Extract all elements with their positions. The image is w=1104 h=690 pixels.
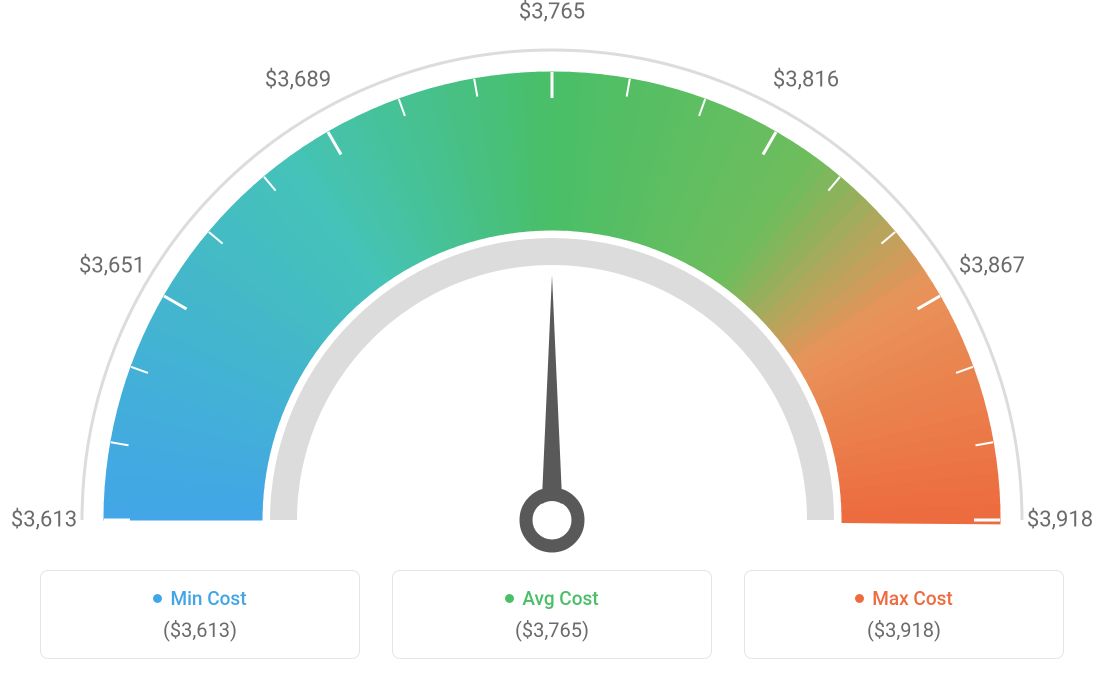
legend-card-min: Min Cost ($3,613) <box>40 570 360 659</box>
legend-label-avg: Avg Cost <box>522 587 598 610</box>
legend-title-avg: Avg Cost <box>413 587 691 610</box>
legend-row: Min Cost ($3,613) Avg Cost ($3,765) Max … <box>0 570 1104 659</box>
legend-title-min: Min Cost <box>61 587 339 610</box>
gauge-tick-label: $3,689 <box>265 68 331 93</box>
legend-value-avg: ($3,765) <box>413 618 691 642</box>
gauge-tick-label: $3,651 <box>79 254 145 279</box>
gauge-svg <box>0 0 1104 560</box>
legend-value-min: ($3,613) <box>61 618 339 642</box>
gauge-tick-label: $3,867 <box>959 254 1025 279</box>
legend-label-max: Max Cost <box>872 587 952 610</box>
gauge-tick-label: $3,613 <box>11 508 77 533</box>
legend-dot-max <box>855 594 864 603</box>
gauge-tick-label: $3,816 <box>773 68 839 93</box>
legend-dot-min <box>153 594 162 603</box>
cost-gauge-chart: $3,613 $3,651 $3,689 $3,765 $3,816 $3,867 $3,9… <box>0 0 1104 560</box>
legend-dot-avg <box>505 594 514 603</box>
legend-card-avg: Avg Cost ($3,765) <box>392 570 712 659</box>
legend-value-max: ($3,918) <box>765 618 1043 642</box>
gauge-tick-label: $3,918 <box>1027 508 1093 533</box>
gauge-tick-label: $3,765 <box>519 0 585 25</box>
legend-card-max: Max Cost ($3,918) <box>744 570 1064 659</box>
legend-label-min: Min Cost <box>170 587 246 610</box>
legend-title-max: Max Cost <box>765 587 1043 610</box>
